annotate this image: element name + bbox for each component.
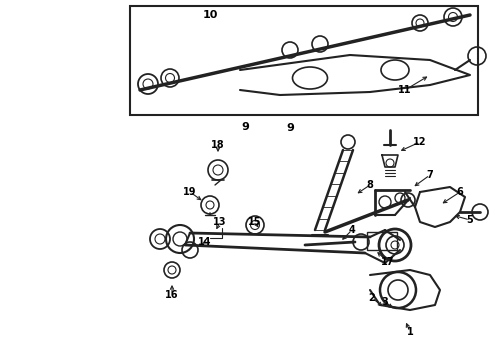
Text: 19: 19 <box>183 187 197 197</box>
Text: 13: 13 <box>213 217 227 227</box>
Text: 12: 12 <box>413 137 427 147</box>
Text: 2: 2 <box>368 293 375 303</box>
Text: 5: 5 <box>466 215 473 225</box>
Text: 6: 6 <box>457 187 464 197</box>
Text: 9: 9 <box>241 122 249 132</box>
Text: 4: 4 <box>348 225 355 235</box>
Text: 16: 16 <box>165 290 179 300</box>
Text: 9: 9 <box>286 123 294 133</box>
Text: 11: 11 <box>398 85 412 95</box>
Text: 14: 14 <box>198 237 212 247</box>
Text: 8: 8 <box>367 180 373 190</box>
Text: 10: 10 <box>202 10 218 20</box>
Text: 15: 15 <box>248 217 262 227</box>
Text: 3: 3 <box>382 297 389 307</box>
Bar <box>367 232 397 250</box>
Text: 18: 18 <box>211 140 225 150</box>
Text: 1: 1 <box>407 327 414 337</box>
Bar <box>130 6 478 115</box>
Text: 7: 7 <box>427 170 433 180</box>
Text: 17: 17 <box>381 257 395 267</box>
